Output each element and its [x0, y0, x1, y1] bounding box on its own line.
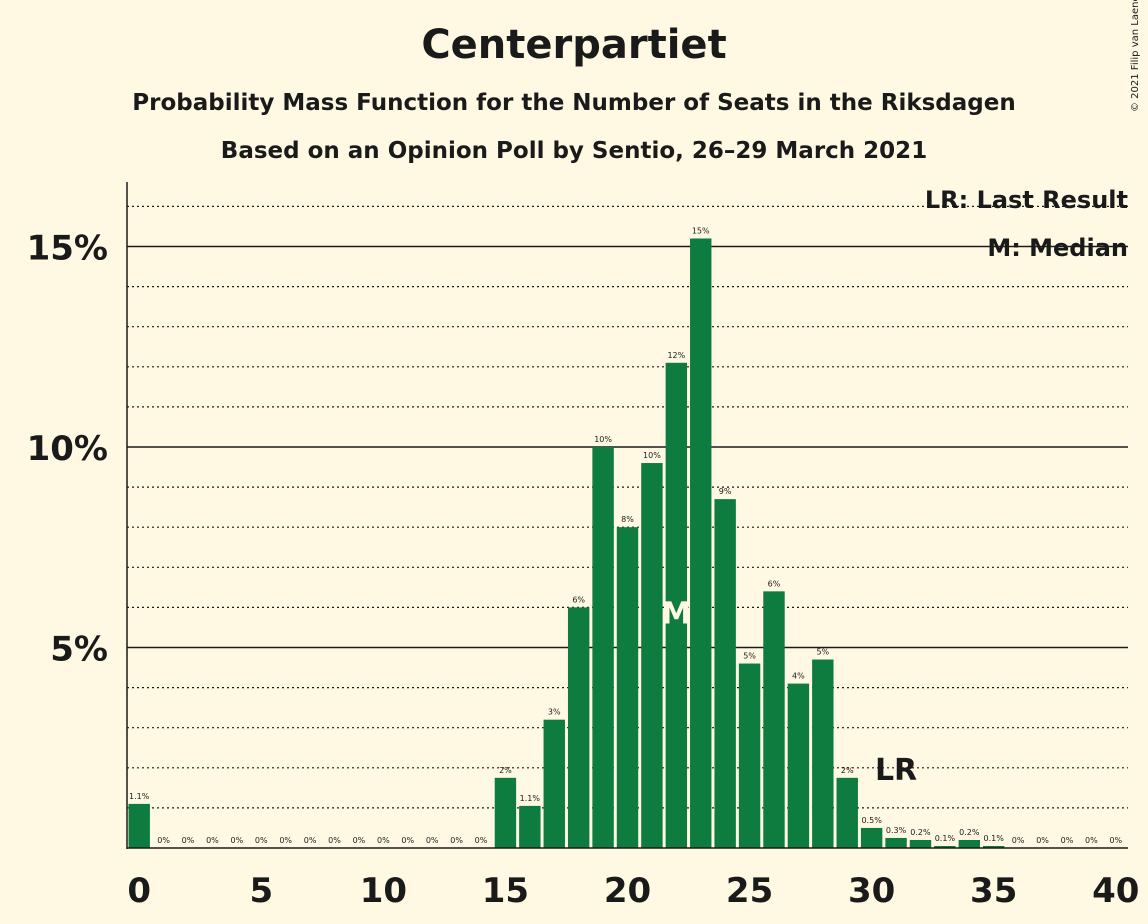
data-label: 0%: [450, 836, 463, 845]
data-label: 0.2%: [959, 828, 980, 837]
x-tick-label: 5: [249, 871, 273, 911]
data-label: 3%: [548, 708, 561, 717]
data-label: 9%: [719, 487, 732, 496]
data-label: 2%: [841, 766, 854, 775]
bar-seat-30: [860, 827, 883, 848]
bar-seat-0: [128, 803, 150, 848]
bar-seat-21: [641, 463, 663, 848]
x-tick-label: 0: [127, 871, 151, 911]
bar-seat-29: [836, 777, 858, 848]
data-label: 6%: [572, 595, 585, 604]
x-tick-label: 15: [482, 871, 529, 911]
data-label: 0.1%: [935, 834, 956, 843]
bar-seat-16: [519, 805, 541, 848]
y-tick-label: 5%: [50, 630, 108, 670]
data-label: 0.1%: [984, 834, 1005, 843]
legend-last-result: LR: Last Result: [924, 186, 1128, 214]
data-label: 0%: [1085, 836, 1098, 845]
data-label: 5%: [743, 652, 756, 661]
data-label: 0%: [401, 836, 414, 845]
data-label: 0%: [1109, 836, 1122, 845]
data-label: 10%: [643, 451, 661, 460]
bar-seat-27: [787, 683, 810, 848]
data-label: 0.3%: [886, 826, 907, 835]
bar-seat-28: [812, 659, 834, 848]
x-tick-label: 10: [360, 871, 407, 911]
data-label: 0%: [182, 836, 195, 845]
bar-seat-32: [909, 839, 932, 848]
bar-seat-33: [934, 845, 956, 848]
data-label: 4%: [792, 672, 805, 681]
x-tick-label: 30: [848, 871, 895, 911]
bar-seat-31: [885, 837, 907, 848]
data-label: 15%: [692, 226, 710, 235]
chart-title: Centerpartiet: [421, 22, 727, 68]
data-label: 0%: [255, 836, 268, 845]
bar-seat-26: [763, 591, 785, 848]
data-label: 0.5%: [861, 816, 882, 825]
data-label: 12%: [667, 351, 685, 360]
data-label: 0%: [304, 836, 317, 845]
x-tick-label: 35: [970, 871, 1017, 911]
data-label: 1.1%: [129, 792, 150, 801]
bar-seat-17: [543, 719, 565, 848]
data-label: 10%: [594, 435, 612, 444]
bar-seat-22: [665, 362, 688, 848]
data-label: 0%: [206, 836, 219, 845]
x-tick-label: 40: [1092, 871, 1139, 911]
data-label: 0%: [328, 836, 341, 845]
data-label: 6%: [768, 579, 781, 588]
data-label: 0%: [377, 836, 390, 845]
bar-seat-19: [592, 447, 614, 848]
chart-subtitle-source: Based on an Opinion Poll by Sentio, 26–2…: [220, 138, 928, 164]
data-label: 0%: [475, 836, 488, 845]
data-label: 0%: [231, 836, 244, 845]
bar-seat-18: [567, 607, 590, 848]
data-label: 0.2%: [910, 828, 931, 837]
bar-seat-25: [738, 663, 761, 848]
last-result-marker: LR: [875, 753, 917, 788]
bar-seat-20: [616, 527, 639, 848]
x-tick-label: 25: [726, 871, 773, 911]
chart-subtitle: Probability Mass Function for the Number…: [132, 90, 1016, 116]
bar-seat-34: [958, 839, 981, 848]
median-marker: M: [661, 596, 691, 631]
bar-seat-35: [983, 845, 1005, 848]
data-label: 2%: [499, 766, 512, 775]
bar-seat-23: [690, 238, 712, 849]
y-tick-label: 10%: [27, 429, 108, 469]
data-label: 0%: [1061, 836, 1074, 845]
bar-seat-24: [714, 499, 736, 848]
data-label: 0%: [157, 836, 170, 845]
data-label: 0%: [279, 836, 292, 845]
data-label: 0%: [426, 836, 439, 845]
data-label: 5%: [816, 648, 829, 657]
legend-median: M: Median: [987, 234, 1128, 262]
y-tick-label: 15%: [27, 229, 108, 269]
data-label: 1.1%: [520, 794, 541, 803]
data-label: 8%: [621, 515, 634, 524]
data-label: 0%: [1012, 836, 1025, 845]
data-label: 0%: [1036, 836, 1049, 845]
x-tick-label: 20: [604, 871, 651, 911]
data-label: 0%: [353, 836, 366, 845]
bar-seat-15: [494, 777, 517, 848]
